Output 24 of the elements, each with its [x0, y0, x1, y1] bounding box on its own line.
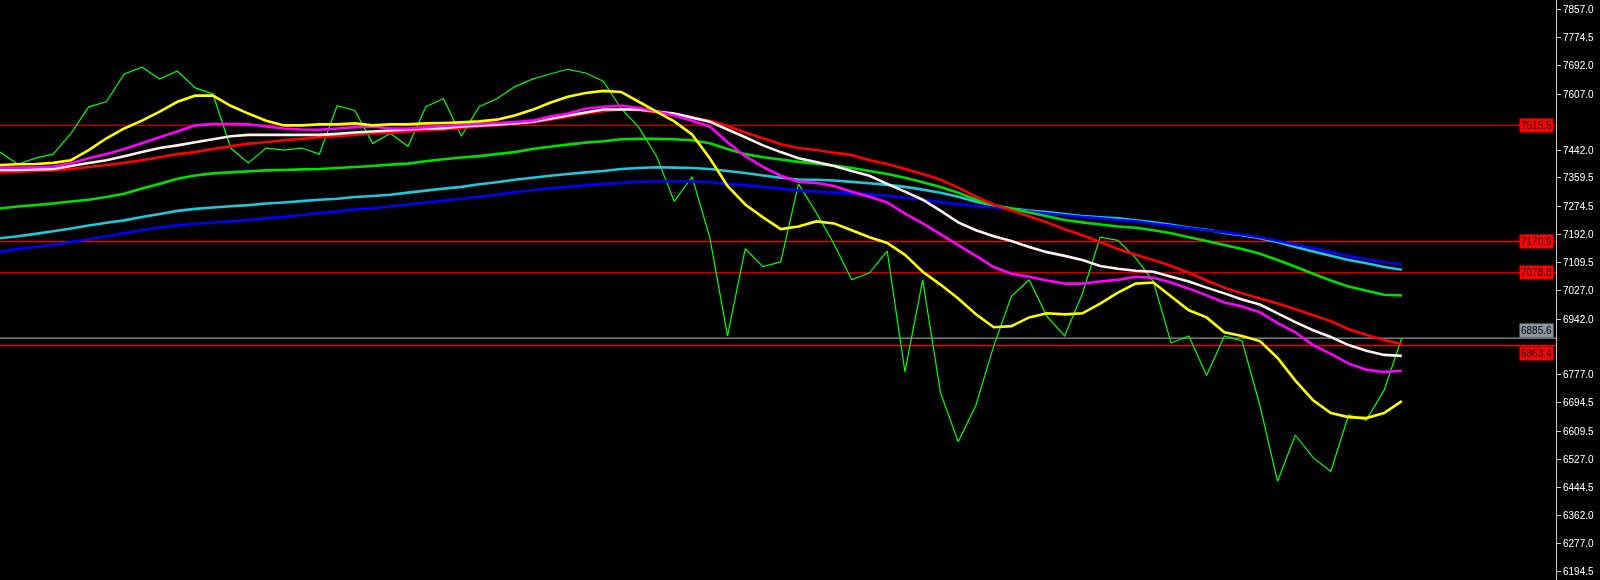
y-tick-label: 7359.5	[1563, 172, 1595, 184]
y-tick-label: 6444.5	[1563, 481, 1595, 493]
y-tick-label: 6194.5	[1563, 566, 1595, 578]
y-tick-label: 6777.0	[1563, 369, 1595, 381]
y-tick-label: 7607.0	[1563, 88, 1595, 100]
y-tick-label: 6609.5	[1563, 425, 1595, 437]
y-tick-label: 6362.0	[1563, 509, 1595, 521]
ref-line-label: 6863.4	[1521, 348, 1553, 359]
y-tick-label: 6277.0	[1563, 538, 1595, 550]
ref-line-label: 6885.6	[1521, 325, 1553, 336]
y-tick-label: 7027.0	[1563, 284, 1595, 296]
y-tick-label: 7274.5	[1563, 201, 1595, 213]
y-tick-label: 7192.0	[1563, 229, 1595, 241]
ref-line-label: 7078.8	[1521, 267, 1553, 278]
y-tick-label: 7857.0	[1563, 4, 1595, 16]
y-tick-label: 7109.5	[1563, 256, 1595, 268]
y-tick-label: 6694.5	[1563, 397, 1595, 409]
y-tick-label: 7774.5	[1563, 32, 1595, 44]
y-tick-label: 6527.0	[1563, 453, 1595, 465]
ref-line-label: 7170.9	[1521, 236, 1553, 247]
y-tick-label: 7442.0	[1563, 144, 1595, 156]
ref-line-label: 7515.5	[1521, 120, 1553, 131]
y-tick-label: 6942.0	[1563, 313, 1595, 325]
y-tick-label: 7692.0	[1563, 60, 1595, 72]
